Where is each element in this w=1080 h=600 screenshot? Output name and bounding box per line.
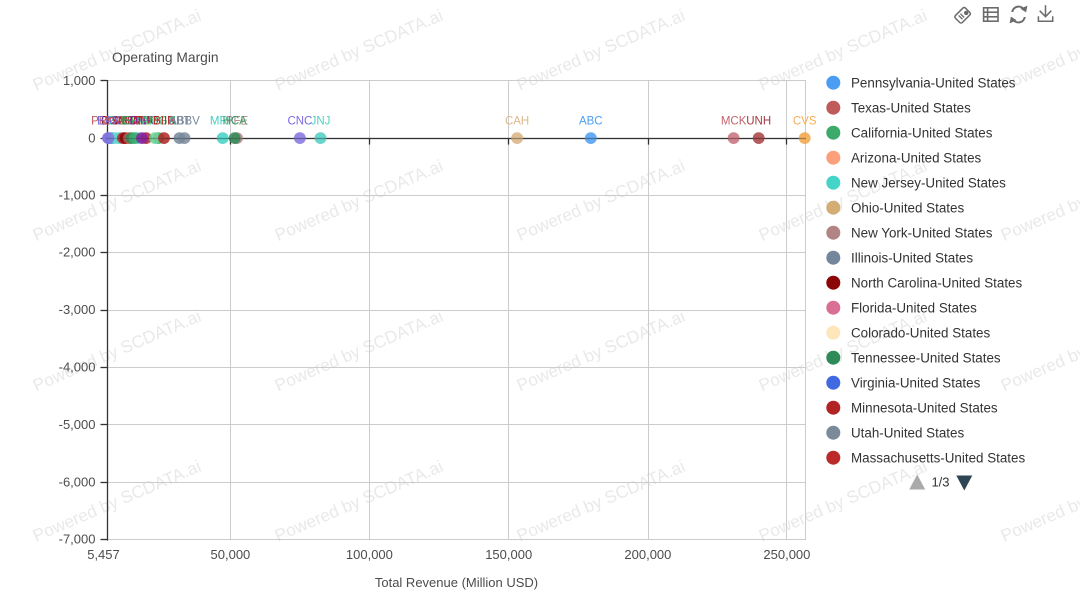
svg-text:-2,000: -2,000 — [59, 245, 96, 260]
svg-text:Powered by SCDATA.ai: Powered by SCDATA.ai — [756, 456, 930, 546]
svg-text:Powered by SCDATA.ai: Powered by SCDATA.ai — [30, 456, 204, 546]
svg-text:-6,000: -6,000 — [59, 474, 96, 489]
svg-text:Powered by SCDATA.ai: Powered by SCDATA.ai — [30, 306, 204, 396]
svg-text:ISRG: ISRG — [120, 115, 148, 127]
svg-text:CI: CI — [106, 115, 118, 127]
svg-text:-4,000: -4,000 — [59, 360, 96, 375]
svg-text:0: 0 — [88, 130, 95, 145]
svg-text:100,000: 100,000 — [346, 547, 393, 562]
svg-text:Powered by SCDATA.ai: Powered by SCDATA.ai — [514, 155, 688, 245]
svg-text:ZTS: ZTS — [109, 115, 131, 127]
svg-text:Powered by SCDATA.ai: Powered by SCDATA.ai — [272, 155, 446, 245]
svg-text:250,000: 250,000 — [763, 547, 810, 562]
svg-text:Pennsylvania-United States: Pennsylvania-United States — [851, 75, 1016, 90]
svg-text:HCA: HCA — [223, 115, 248, 127]
svg-text:ABBV: ABBV — [169, 115, 200, 127]
svg-text:-3,000: -3,000 — [59, 302, 96, 317]
svg-text:MRK: MRK — [210, 115, 236, 127]
svg-text:Powered by SCDATA.ai: Powered by SCDATA.ai — [998, 306, 1080, 396]
svg-text:-5,000: -5,000 — [59, 417, 96, 432]
svg-text:BSX: BSX — [117, 115, 140, 127]
svg-text:MCK: MCK — [721, 115, 747, 127]
svg-text:North Carolina-United States: North Carolina-United States — [851, 275, 1022, 290]
svg-text:200,000: 200,000 — [624, 547, 671, 562]
svg-text:Massachusetts-United States: Massachusetts-United States — [851, 450, 1025, 465]
svg-text:1,000: 1,000 — [63, 73, 96, 88]
svg-text:Powered by SCDATA.ai: Powered by SCDATA.ai — [514, 306, 688, 396]
svg-text:Utah-United States: Utah-United States — [851, 425, 964, 440]
svg-text:PFE: PFE — [226, 115, 249, 127]
svg-text:CNC: CNC — [287, 115, 312, 127]
svg-text:BIIB: BIIB — [153, 115, 175, 127]
svg-text:Arizona-United States: Arizona-United States — [851, 150, 982, 165]
svg-text:Ohio-United States: Ohio-United States — [851, 200, 964, 215]
svg-text:1/3: 1/3 — [931, 475, 949, 490]
svg-text:-7,000: -7,000 — [59, 532, 96, 547]
svg-text:Powered by SCDATA.ai: Powered by SCDATA.ai — [30, 155, 204, 245]
svg-text:JNJ: JNJ — [311, 115, 331, 127]
svg-text:LLY: LLY — [145, 115, 165, 127]
svg-text:BAX: BAX — [97, 115, 120, 127]
svg-text:Virginia-United States: Virginia-United States — [851, 375, 981, 390]
svg-text:AMGN: AMGN — [141, 115, 176, 127]
svg-text:CAH: CAH — [505, 115, 529, 127]
svg-text:Powered by SCDATA.ai: Powered by SCDATA.ai — [272, 306, 446, 396]
svg-text:Powered by SCDATA.ai: Powered by SCDATA.ai — [998, 456, 1080, 546]
svg-text:RMD: RMD — [125, 115, 151, 127]
svg-text:50,000: 50,000 — [211, 547, 251, 562]
svg-text:Powered by SCDATA.ai: Powered by SCDATA.ai — [514, 456, 688, 546]
svg-text:Colorado-United States: Colorado-United States — [851, 325, 990, 340]
svg-text:150,000: 150,000 — [485, 547, 532, 562]
svg-text:DGX: DGX — [101, 115, 126, 127]
svg-text:LH: LH — [118, 115, 133, 127]
svg-text:EW: EW — [122, 115, 141, 127]
svg-text:Florida-United States: Florida-United States — [851, 300, 977, 315]
svg-text:CVS: CVS — [793, 115, 817, 127]
svg-text:TMO: TMO — [133, 115, 159, 127]
svg-text:ABT: ABT — [168, 115, 190, 127]
svg-text:New York-United States: New York-United States — [851, 225, 993, 240]
svg-text:ABC: ABC — [579, 115, 603, 127]
svg-text:Operating Margin: Operating Margin — [112, 50, 219, 65]
svg-text:5,457: 5,457 — [87, 547, 120, 562]
svg-text:Powered by SCDATA.ai: Powered by SCDATA.ai — [272, 5, 446, 95]
svg-text:Powered by SCDATA.ai: Powered by SCDATA.ai — [272, 456, 446, 546]
svg-text:Minnesota-United States: Minnesota-United States — [851, 400, 998, 415]
svg-text:California-United States: California-United States — [851, 125, 993, 140]
svg-text:SYK: SYK — [111, 115, 134, 127]
svg-text:PRGO: PRGO — [91, 115, 125, 127]
svg-text:Total Revenue (Million USD): Total Revenue (Million USD) — [375, 575, 538, 590]
svg-text:Tennessee-United States: Tennessee-United States — [851, 350, 1001, 365]
svg-text:Powered by SCDATA.ai: Powered by SCDATA.ai — [514, 5, 688, 95]
svg-text:BDX: BDX — [105, 115, 129, 127]
svg-text:Texas-United States: Texas-United States — [851, 100, 971, 115]
svg-text:Illinois-United States: Illinois-United States — [851, 250, 973, 265]
svg-text:DHR: DHR — [130, 115, 155, 127]
svg-text:New Jersey-United States: New Jersey-United States — [851, 175, 1006, 190]
svg-text:UNH: UNH — [746, 115, 771, 127]
svg-text:-1,000: -1,000 — [59, 187, 96, 202]
svg-text:Powered by SCDATA.ai: Powered by SCDATA.ai — [998, 155, 1080, 245]
